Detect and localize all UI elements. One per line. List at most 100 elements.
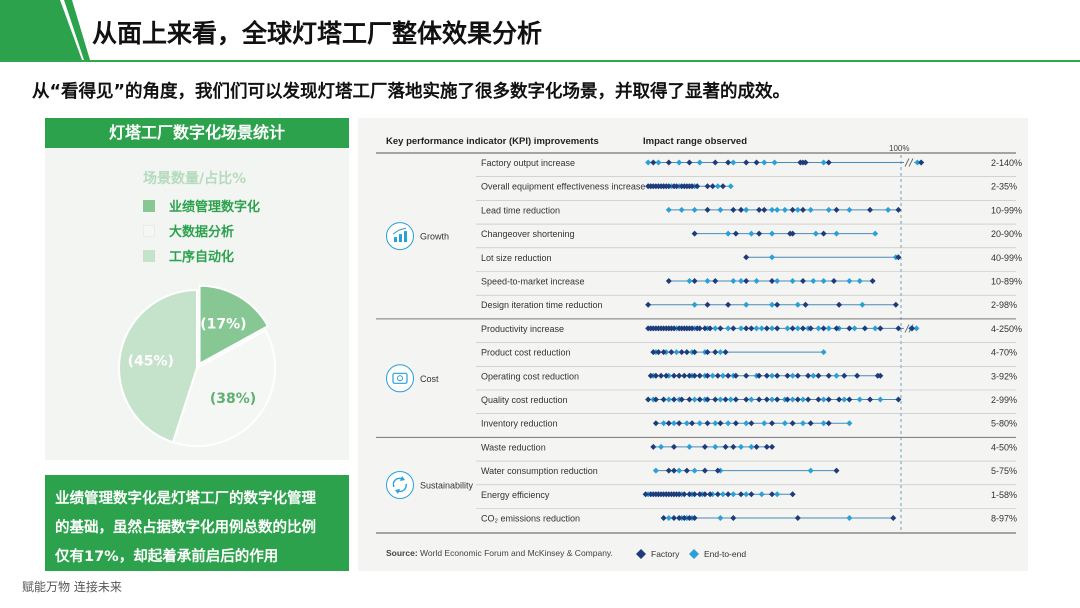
factory-marker <box>789 420 796 427</box>
factory-marker <box>696 325 703 332</box>
kpi-label: Design iteration time reduction <box>481 300 603 310</box>
kpi-column-header: Key performance indicator (KPI) improvem… <box>386 136 599 147</box>
impact-column-header: Impact range observed <box>643 136 747 147</box>
kpi-label: Changeover shortening <box>481 229 575 239</box>
factory-marker <box>701 491 708 498</box>
kpi-label: Speed-to-market increase <box>481 277 585 287</box>
kpi-range: 4-70% <box>991 348 1017 358</box>
factory-marker <box>836 396 843 403</box>
factory-marker <box>696 372 703 379</box>
end-to-end-marker <box>872 230 879 237</box>
factory-marker <box>714 491 721 498</box>
factory-marker <box>799 325 806 332</box>
end-to-end-marker <box>774 491 781 498</box>
factory-marker <box>867 206 874 213</box>
end-to-end-marker <box>712 443 719 450</box>
end-to-end-marker <box>696 159 703 166</box>
axis-break-mark <box>908 158 914 167</box>
end-to-end-marker <box>820 396 827 403</box>
factory-marker <box>802 301 809 308</box>
end-to-end-marker <box>712 325 719 332</box>
end-to-end-marker <box>717 515 724 521</box>
group-label: Sustainability <box>420 480 474 490</box>
pie-slice <box>198 284 270 366</box>
factory-marker <box>642 491 649 498</box>
factory-marker <box>732 420 739 427</box>
source-text: World Economic Forum and McKinsey & Comp… <box>418 548 613 558</box>
end-to-end-marker <box>769 301 775 308</box>
end-to-end-marker <box>676 467 683 474</box>
factory-marker <box>665 183 672 190</box>
end-to-end-marker <box>846 420 853 427</box>
end-to-end-marker <box>673 349 680 356</box>
end-to-end-marker <box>683 420 690 427</box>
end-to-end-marker <box>696 420 703 427</box>
factory-marker <box>743 278 750 284</box>
end-to-end-marker <box>738 278 745 284</box>
end-to-end-marker <box>851 325 858 332</box>
factory-marker <box>725 301 732 308</box>
end-to-end-marker <box>730 491 737 498</box>
kpi-range: 8-97% <box>991 514 1017 524</box>
end-to-end-marker <box>914 159 921 166</box>
factory-marker <box>743 325 750 332</box>
kpi-range: 1-58% <box>991 490 1017 500</box>
factory-marker <box>753 443 760 450</box>
factory-marker <box>869 278 876 284</box>
factory-marker <box>676 420 683 427</box>
factory-marker <box>833 206 840 213</box>
legend-factory-marker <box>636 549 646 559</box>
title-bar: 从面上来看，全球灯塔工厂整体效果分析 <box>0 0 1080 62</box>
kpi-label: Energy efficiency <box>481 490 550 500</box>
end-to-end-marker <box>825 206 832 213</box>
factory-marker <box>704 372 711 379</box>
end-to-end-marker <box>761 420 768 427</box>
factory-marker <box>738 491 745 498</box>
factory-marker <box>730 206 737 213</box>
kpi-label: Lot size reduction <box>481 253 552 263</box>
kpi-label: Productivity increase <box>481 324 564 334</box>
end-to-end-marker <box>810 278 817 284</box>
factory-marker <box>670 396 677 403</box>
kpi-range: 2-35% <box>991 182 1017 192</box>
factory-marker <box>895 396 902 403</box>
factory-marker <box>756 372 763 379</box>
factory-marker <box>691 349 698 356</box>
factory-marker <box>647 372 654 379</box>
end-to-end-marker <box>815 325 822 332</box>
end-to-end-marker <box>717 396 724 403</box>
kpi-range: 4-50% <box>991 442 1017 452</box>
legend-label: 工序自动化 <box>169 250 235 265</box>
end-to-end-marker <box>807 206 814 213</box>
factory-marker <box>712 278 719 284</box>
end-to-end-marker <box>719 491 726 498</box>
end-to-end-marker <box>781 206 788 213</box>
group-icon-circle <box>386 470 414 499</box>
growth-icon-bar <box>404 231 407 243</box>
kpi-label: Overall equipment effectiveness increase <box>481 182 645 192</box>
factory-marker <box>696 396 703 403</box>
factory-marker <box>756 230 763 237</box>
legend-label: 业绩管理数字化 <box>169 200 261 215</box>
factory-marker <box>694 183 701 190</box>
factory-marker <box>665 159 672 166</box>
kpi-range: 5-75% <box>991 466 1017 476</box>
factory-marker <box>704 420 711 427</box>
factory-marker <box>707 325 714 332</box>
hundred-percent-label: 100% <box>889 144 909 153</box>
pie-slice <box>171 329 276 447</box>
end-to-end-marker <box>781 420 788 427</box>
end-to-end-marker <box>820 278 827 284</box>
factory-marker <box>665 420 672 427</box>
end-to-end-marker <box>704 278 711 284</box>
source-label: Source: <box>386 548 418 558</box>
kpi-label: Quality cost reduction <box>481 395 568 405</box>
end-to-end-marker <box>820 420 827 427</box>
factory-marker <box>732 230 739 237</box>
end-to-end-marker <box>748 443 755 450</box>
pie-slice-label: (38%) <box>210 391 256 407</box>
pie-title: 场景数量/占比% <box>143 171 247 187</box>
factory-marker <box>841 372 848 379</box>
end-to-end-marker <box>812 230 819 237</box>
end-to-end-marker <box>738 443 745 450</box>
